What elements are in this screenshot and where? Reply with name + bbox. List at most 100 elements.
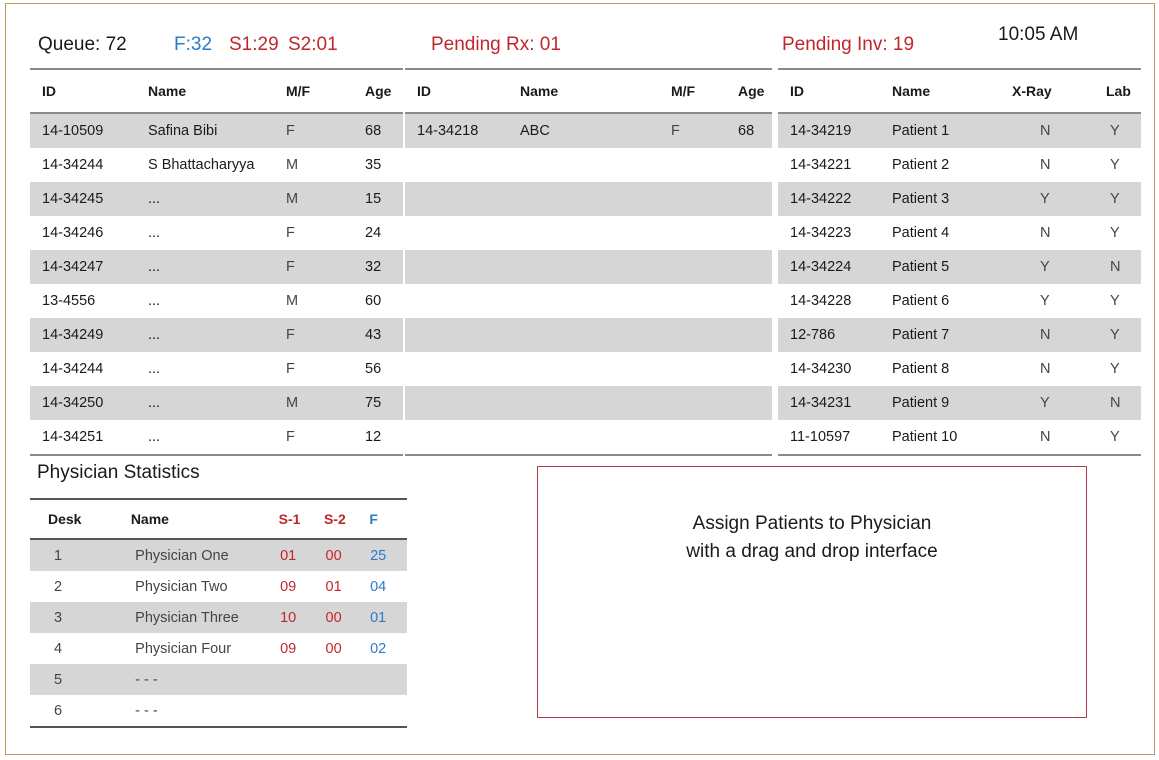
table-row[interactable]: 14-34231 Patient 9 Y N [778, 386, 1141, 420]
cell-f: 25 [370, 547, 387, 564]
table-row[interactable]: 5 - - - [30, 664, 407, 695]
table-row[interactable]: 14-34230 Patient 8 N Y [778, 352, 1141, 386]
table-row[interactable] [405, 216, 772, 250]
table-row[interactable] [405, 182, 772, 216]
cell-s2: 00 [325, 547, 342, 564]
cell-sex: F [286, 429, 295, 445]
table-row[interactable]: 14-34244... F 56 [30, 352, 403, 386]
table-row[interactable]: 13-4556... M 60 [30, 284, 403, 318]
table-row[interactable]: 14-34228 Patient 6 Y Y [778, 284, 1141, 318]
cell-name: ... [148, 259, 161, 275]
table-row[interactable]: 3 Physician Three 10 00 01 [30, 602, 407, 633]
table-row[interactable]: 14-34250... M 75 [30, 386, 403, 420]
cell-id: 14-34224 [790, 259, 852, 275]
table-row[interactable]: 2 Physician Two 09 01 04 [30, 571, 407, 602]
col-sex: M/F [286, 83, 311, 99]
table-row[interactable]: 14-34223 Patient 4 N Y [778, 216, 1141, 250]
cell-f: 01 [370, 609, 387, 626]
table-row[interactable]: 12-786 Patient 7 N Y [778, 318, 1141, 352]
cell-age: 75 [365, 395, 382, 411]
physician-stats-title: Physician Statistics [37, 462, 200, 483]
cell-desk: 6 [54, 702, 63, 719]
cell-id: 14-34221 [790, 157, 852, 173]
cell-name: Safina Bibi [148, 123, 218, 139]
col-id: ID [790, 83, 804, 99]
cell-s1: 01 [280, 547, 297, 564]
cell-name: Physician Two [135, 578, 228, 595]
table-row[interactable]: 11-10597 Patient 10 N Y [778, 420, 1141, 454]
cell-name: Patient 9 [892, 395, 950, 411]
cell-name: ... [148, 225, 161, 241]
table-row[interactable] [405, 352, 772, 386]
cell-id: 14-34219 [790, 123, 852, 139]
s2-count: S2:01 [288, 34, 338, 55]
col-age: Age [738, 83, 765, 99]
cell-s1: 10 [280, 609, 297, 626]
col-desk: Desk [48, 511, 82, 527]
cell-lab: Y [1110, 293, 1120, 309]
col-s2: S-2 [323, 511, 346, 527]
cell-age: 12 [365, 429, 382, 445]
table-row[interactable]: 6 - - - [30, 695, 407, 726]
table-row[interactable]: 14-34219 Patient 1 N Y [778, 114, 1141, 148]
cell-id: 12-786 [790, 327, 836, 343]
table-row[interactable]: 14-34218 ABC F 68 [405, 114, 772, 148]
cell-name: ABC [520, 123, 550, 139]
cell-id: 14-34247 [42, 259, 104, 275]
table-row[interactable] [405, 386, 772, 420]
assign-dropzone[interactable]: Assign Patients to Physician with a drag… [537, 466, 1087, 718]
cell-sex: M [286, 293, 299, 309]
table-row[interactable] [405, 148, 772, 182]
assign-line-1: Assign Patients to Physician [692, 513, 932, 534]
table-row[interactable]: 14-34245... M 15 [30, 182, 403, 216]
cell-id: 13-4556 [42, 293, 96, 309]
table-row[interactable]: 14-34247... F 32 [30, 250, 403, 284]
cell-sex: M [286, 191, 299, 207]
inv-table-header: ID Name X-Ray Lab [778, 70, 1141, 114]
table-row[interactable] [405, 420, 772, 454]
cell-sex: F [286, 123, 295, 139]
table-row[interactable]: 14-34224 Patient 5 Y N [778, 250, 1141, 284]
cell-xray: N [1040, 327, 1051, 343]
cell-sex: F [286, 259, 295, 275]
col-id: ID [417, 83, 431, 99]
table-row[interactable]: 14-10509 Safina Bibi F 68 [30, 114, 403, 148]
cell-name: Patient 4 [892, 225, 950, 241]
physician-stats-header: Desk Name S-1 S-2 F [30, 500, 407, 540]
cell-xray: N [1040, 225, 1051, 241]
table-row[interactable] [405, 284, 772, 318]
cell-lab: Y [1110, 123, 1120, 139]
cell-lab: Y [1110, 225, 1120, 241]
table-row[interactable]: 14-34221 Patient 2 N Y [778, 148, 1141, 182]
table-row[interactable] [405, 250, 772, 284]
cell-lab: Y [1110, 327, 1120, 343]
cell-name: Patient 8 [892, 361, 950, 377]
cell-name: ... [148, 293, 161, 309]
col-age: Age [365, 83, 392, 99]
table-row[interactable]: 14-34251... F 12 [30, 420, 403, 454]
cell-name: Physician One [135, 547, 229, 564]
col-s1: S-1 [278, 511, 301, 527]
cell-age: 15 [365, 191, 382, 207]
queue-table: ID Name M/F Age 14-10509 Safina Bibi F 68 14… [30, 68, 403, 456]
cell-s2: 00 [325, 640, 342, 657]
table-row[interactable]: 4 Physician Four 09 00 02 [30, 633, 407, 664]
cell-id: 14-34231 [790, 395, 852, 411]
queue-count: Queue: 72 [38, 34, 127, 55]
cell-desk: 5 [54, 671, 63, 688]
inv-table: ID Name X-Ray Lab 14-34219 Patient 1 N Y 14-… [778, 68, 1141, 456]
table-row[interactable]: 14-34249... F 43 [30, 318, 403, 352]
table-row[interactable] [405, 318, 772, 352]
cell-age: 68 [365, 123, 382, 139]
table-row[interactable]: 1 Physician One 01 00 25 [30, 540, 407, 571]
cell-xray: Y [1040, 191, 1050, 207]
cell-xray: N [1040, 429, 1051, 445]
cell-id: 14-34223 [790, 225, 852, 241]
col-sex: M/F [671, 83, 696, 99]
cell-age: 32 [365, 259, 382, 275]
table-row[interactable]: 14-34244 S Bhattacharyya M 35 [30, 148, 403, 182]
cell-name: Physician Four [135, 640, 232, 657]
table-row[interactable]: 14-34222 Patient 3 Y Y [778, 182, 1141, 216]
table-row[interactable]: 14-34246... F 24 [30, 216, 403, 250]
cell-name: ... [148, 327, 161, 343]
